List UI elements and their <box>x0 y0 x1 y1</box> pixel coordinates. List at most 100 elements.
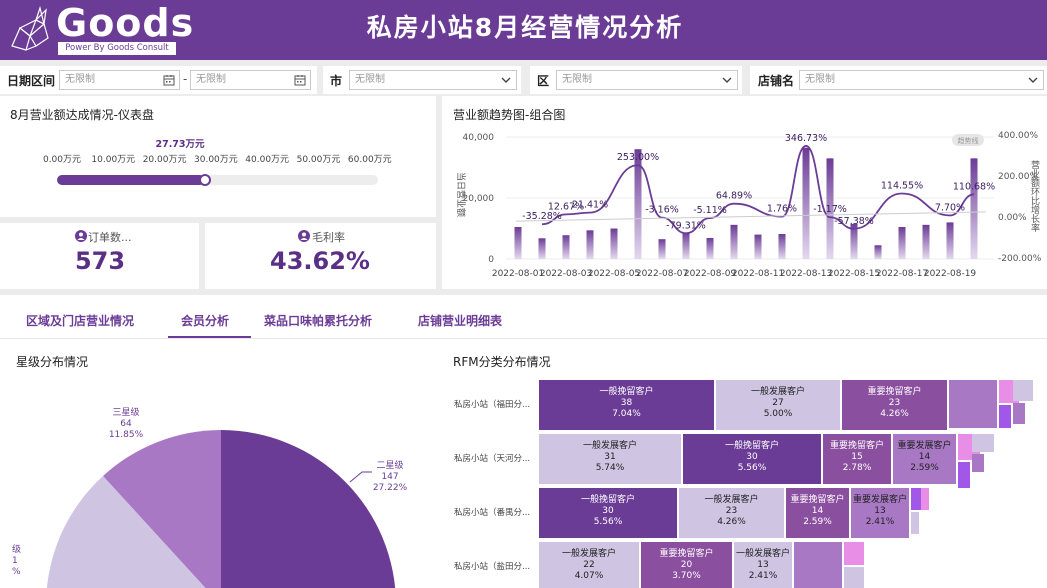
pie-title: 星级分布情况 <box>16 355 89 369</box>
rfm-cell[interactable]: 重要挽留客户 20 3.70% <box>641 542 732 588</box>
tab-region-store[interactable]: 区域及门店营业情况 <box>26 314 135 328</box>
trend-bar[interactable] <box>634 149 642 259</box>
trend-bar[interactable] <box>922 224 930 259</box>
trend-y-tick: 0 <box>488 255 494 265</box>
rfm-small-cell[interactable] <box>972 434 994 452</box>
trend-x-tick: 2022-08-03 <box>540 269 592 279</box>
pie-slice-three-star <box>103 430 221 588</box>
calendar-icon[interactable] <box>163 74 175 86</box>
store-select[interactable]: 无限制 <box>799 70 1044 90</box>
margin-kpi-card <box>205 223 436 289</box>
rfm-small-cell[interactable] <box>958 462 970 488</box>
district-select[interactable]: 无限制 <box>556 70 738 90</box>
trend-x-tick: 2022-08-13 <box>780 269 832 279</box>
city-filter: 市 无限制 <box>323 66 521 94</box>
tab-member-analysis[interactable]: 会员分析 <box>181 314 230 328</box>
trendline-badge[interactable] <box>952 134 984 146</box>
growth-rate-line[interactable] <box>541 145 975 235</box>
rfm-small-cell[interactable] <box>911 512 919 534</box>
trend-bar[interactable] <box>610 228 618 260</box>
rfm-cell[interactable]: 一般挽留客户 30 5.56% <box>539 488 677 538</box>
growth-data-label: -5.11% <box>693 205 727 216</box>
trend-y-axis-label: 当日营业额 <box>455 172 467 217</box>
growth-data-label: -3.16% <box>645 205 679 216</box>
rfm-cell[interactable]: 重要挽留客户 15 2.78% <box>823 434 891 484</box>
rfm-cell[interactable]: 一般发展客户 13 2.41% <box>734 542 792 588</box>
rfm-small-cell[interactable] <box>844 542 864 565</box>
logo-subtitle: Power By Goods Consult <box>58 42 176 55</box>
rfm-cell[interactable]: 一般发展客户 31 5.74% <box>539 434 681 484</box>
trend-bar[interactable] <box>514 226 522 259</box>
rfm-small-cell[interactable] <box>844 567 864 588</box>
gauge-panel <box>0 96 436 217</box>
trend-bar[interactable] <box>850 223 858 259</box>
rfm-cell[interactable]: 重要发展客户 13 2.41% <box>851 488 909 538</box>
rfm-small-cell[interactable] <box>1013 380 1033 401</box>
rfm-small-cell[interactable] <box>949 380 997 428</box>
gauge-tick-label: 60.00万元 <box>347 155 392 165</box>
chevron-down-icon[interactable] <box>721 74 733 86</box>
city-select[interactable]: 无限制 <box>349 70 517 90</box>
growth-data-label: -1.17% <box>813 204 847 215</box>
page-title: 私房小站8月经营情况分析 <box>366 13 684 42</box>
date-filter-label: 日期区间 <box>7 74 56 88</box>
trend-bar[interactable] <box>682 232 690 259</box>
trend-bar[interactable] <box>970 158 978 259</box>
trend-bar[interactable] <box>946 222 954 259</box>
rfm-small-cell[interactable] <box>1013 403 1025 424</box>
rfm-cell[interactable]: 一般挽留客户 38 7.04% <box>539 380 714 430</box>
tab-store-detail[interactable]: 店铺营业明细表 <box>418 314 503 328</box>
orders-kpi-label: 订单数... <box>88 231 132 244</box>
growth-data-label: 253.00% <box>617 152 659 163</box>
chevron-down-icon[interactable] <box>500 74 512 86</box>
trend-bar[interactable] <box>754 234 762 259</box>
rabbit-logo-icon <box>11 6 49 51</box>
rfm-small-cell[interactable] <box>999 405 1011 428</box>
trendline-badge-text: 趋势线 <box>958 136 979 145</box>
trend-bar[interactable] <box>778 233 786 259</box>
rfm-row-label: 私房小站（福田分... <box>454 400 531 410</box>
trend-bar[interactable] <box>658 239 666 259</box>
rfm-cell[interactable]: 重要挽留客户 14 2.59% <box>786 488 849 538</box>
rfm-small-cell[interactable] <box>794 542 842 588</box>
rfm-cell[interactable]: 重要挽留客户 23 4.26% <box>842 380 947 430</box>
trend-x-tick: 2022-08-17 <box>876 269 928 279</box>
trend-bar[interactable] <box>826 158 834 259</box>
gauge-tick-label: 50.00万元 <box>296 155 341 165</box>
trend-y2-tick: 0.00% <box>998 213 1027 223</box>
trend-bar[interactable] <box>898 226 906 259</box>
rfm-cell[interactable]: 一般发展客户 23 4.26% <box>679 488 784 538</box>
trend-bar[interactable] <box>706 237 714 259</box>
trend-x-tick: 2022-08-09 <box>684 269 737 279</box>
growth-data-label: 12.67% <box>548 201 584 212</box>
trend-bar[interactable] <box>874 245 882 259</box>
rfm-small-cell[interactable] <box>972 454 984 472</box>
rfm-cell[interactable]: 一般发展客户 22 4.07% <box>539 542 639 588</box>
growth-data-label: 110.68% <box>953 181 995 192</box>
date-to-input[interactable]: 无限制 <box>190 70 311 90</box>
trend-bar[interactable] <box>802 147 810 259</box>
trend-title: 营业额趋势图-组合图 <box>453 108 566 122</box>
rfm-cell[interactable]: 重要发展客户 14 2.59% <box>893 434 956 484</box>
city-filter-label: 市 <box>330 74 343 88</box>
chevron-down-icon[interactable] <box>1027 74 1039 86</box>
rfm-cell[interactable]: 一般发展客户 27 5.00% <box>716 380 840 430</box>
growth-data-label: 7.70% <box>935 202 965 213</box>
tab-dish-pareto[interactable]: 菜品口味帕累托分析 <box>264 314 373 328</box>
gauge-knob[interactable] <box>199 174 212 186</box>
date-from-input[interactable]: 无限制 <box>59 70 180 90</box>
trend-y-tick: 40,000 <box>463 133 495 143</box>
growth-data-label: 346.73% <box>785 133 827 144</box>
calendar-icon[interactable] <box>294 74 306 86</box>
rfm-small-cell[interactable] <box>921 488 929 510</box>
district-filter-label: 区 <box>537 74 550 88</box>
rfm-row-label: 私房小站（天河分... <box>454 454 531 464</box>
trend-bar[interactable] <box>730 224 738 259</box>
trend-bar[interactable] <box>538 238 546 259</box>
trend-bar[interactable] <box>562 235 570 259</box>
rfm-cell[interactable]: 一般挽留客户 30 5.56% <box>683 434 821 484</box>
growth-data-label: -57.38% <box>834 216 874 227</box>
trend-bar[interactable] <box>586 230 594 259</box>
gauge-tick-label: 40.00万元 <box>245 155 290 165</box>
gauge-tick-label: 30.00万元 <box>194 155 238 165</box>
